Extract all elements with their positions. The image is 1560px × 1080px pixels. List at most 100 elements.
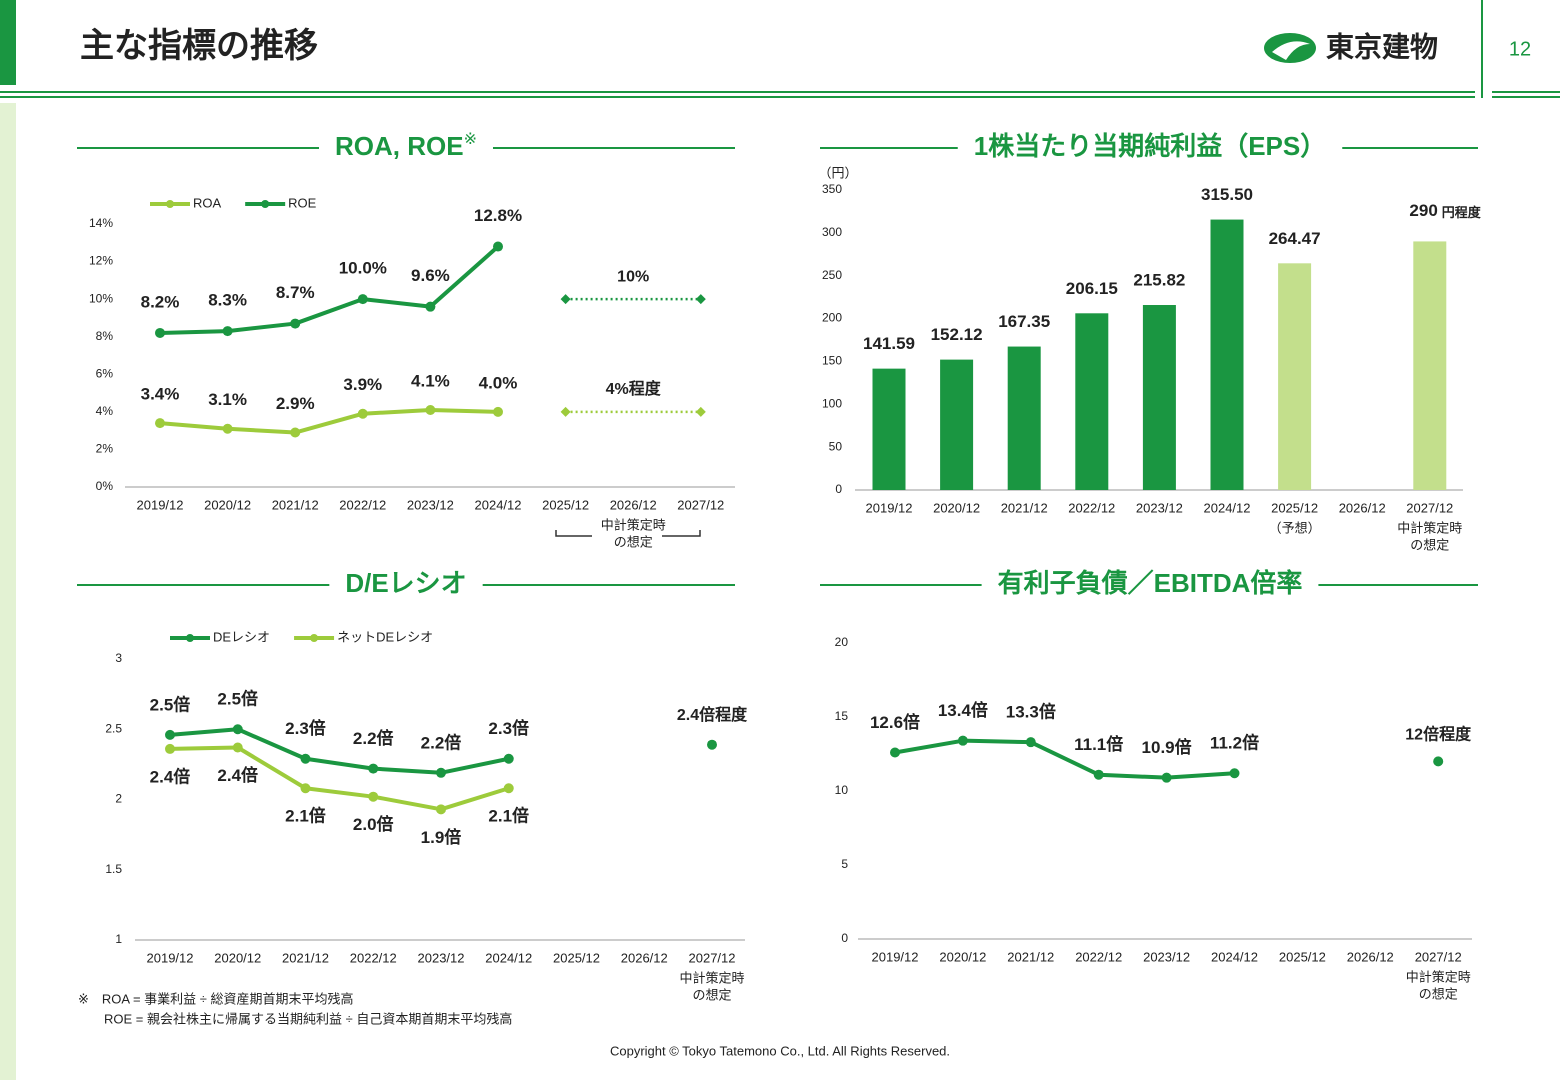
value-label: 2.1倍 xyxy=(488,806,529,826)
x-tick-label: 2019/12 xyxy=(137,497,184,512)
target-point xyxy=(1433,756,1444,767)
point xyxy=(232,742,243,753)
value-label: 13.3倍 xyxy=(1006,702,1056,722)
target-point xyxy=(695,294,706,305)
y-tick-label: 200 xyxy=(822,311,842,325)
category-note: の想定 xyxy=(692,987,731,1002)
y-tick-label: 2.5 xyxy=(105,721,122,735)
legend-label: ネットDEレシオ xyxy=(337,629,433,644)
x-tick-label: 2025/12 xyxy=(553,950,600,965)
point xyxy=(300,783,311,794)
value-note: 円程度 xyxy=(1442,205,1482,220)
x-tick-label: 2020/12 xyxy=(214,950,261,965)
note-bracket xyxy=(555,530,701,537)
y-tick-label: 0% xyxy=(96,479,114,493)
x-tick-label: 2027/12 xyxy=(677,497,724,512)
x-tick-label: 2020/12 xyxy=(939,949,986,964)
section-title: 1株当たり当期純利益（EPS） xyxy=(974,131,1327,161)
title-bg xyxy=(957,132,1343,164)
logo-text: 東京建物 xyxy=(1326,30,1438,62)
value-label: 290 xyxy=(1409,201,1437,220)
value-label: 206.15 xyxy=(1066,279,1118,298)
y-tick-label: 15 xyxy=(835,709,849,723)
y-tick-label: 10 xyxy=(835,783,849,797)
y-tick-label: 0 xyxy=(841,931,848,945)
y-tick-label: 150 xyxy=(822,354,842,368)
x-tick-label: 2025/12 xyxy=(1271,500,1318,515)
value-label: 2.3倍 xyxy=(285,718,326,738)
y-tick-label: 4% xyxy=(96,404,114,418)
value-label: 13.4倍 xyxy=(938,700,988,720)
value-label: 11.1倍 xyxy=(1074,734,1123,754)
x-tick-label: 2023/12 xyxy=(407,497,454,512)
value-label: 167.35 xyxy=(998,312,1050,331)
category-note: の想定 xyxy=(614,534,653,549)
category-note: 中計策定時 xyxy=(601,517,666,532)
value-label: 2.5倍 xyxy=(150,694,191,714)
x-tick-label: 2019/12 xyxy=(147,950,194,965)
point xyxy=(222,423,233,434)
title-bg xyxy=(329,569,483,601)
point xyxy=(503,783,514,794)
side-strip xyxy=(0,103,16,1080)
legend-label: ROE xyxy=(288,195,317,210)
x-tick-label: 2025/12 xyxy=(1279,949,1326,964)
target-label: 4%程度 xyxy=(606,379,662,398)
header-bar xyxy=(0,0,16,85)
category-note: の想定 xyxy=(1410,537,1449,552)
x-tick-label: 2026/12 xyxy=(1347,949,1394,964)
value-label: 2.5倍 xyxy=(217,689,258,709)
point xyxy=(155,418,165,429)
y-tick-label: 100 xyxy=(822,396,842,410)
category-note: の想定 xyxy=(1419,986,1458,1001)
target-label: 10% xyxy=(617,268,649,285)
x-tick-label: 2021/12 xyxy=(282,950,329,965)
value-label: 10.0% xyxy=(339,259,387,278)
value-label: 8.7% xyxy=(276,283,315,302)
point xyxy=(155,327,165,338)
point xyxy=(290,318,301,329)
x-tick-label: 2026/12 xyxy=(621,950,668,965)
x-tick-label: 2025/12 xyxy=(542,497,589,512)
category-note: （予想） xyxy=(1269,520,1321,535)
bar xyxy=(1142,305,1176,490)
point xyxy=(493,406,503,417)
point xyxy=(368,791,379,802)
value-label: 11.2倍 xyxy=(1210,733,1259,753)
point xyxy=(357,408,368,419)
point xyxy=(290,427,301,438)
x-tick-label: 2022/12 xyxy=(1068,500,1115,515)
series-line xyxy=(169,745,510,812)
point xyxy=(165,729,175,740)
point xyxy=(503,753,514,764)
x-tick-label: 2019/12 xyxy=(872,949,919,964)
footnote: ROE = 親会社株主に帰属する当期純利益 ÷ 自己資本期首期末平均残高 xyxy=(104,1011,512,1026)
value-label: 8.3% xyxy=(208,291,247,310)
legend-dot xyxy=(186,634,194,642)
point xyxy=(436,804,446,815)
value-label: 3.1% xyxy=(208,390,247,409)
value-label: 264.47 xyxy=(1269,229,1321,248)
y-tick-label: 5 xyxy=(841,857,848,871)
y-tick-label: 14% xyxy=(89,216,113,230)
x-tick-label: 2024/12 xyxy=(1204,500,1251,515)
bar xyxy=(872,368,906,490)
title-bg xyxy=(319,132,493,164)
value-label: 4.1% xyxy=(411,371,450,390)
value-label: 3.4% xyxy=(141,385,180,404)
y-tick-label: 250 xyxy=(822,268,842,282)
value-label: 2.4倍 xyxy=(217,765,258,785)
target-point xyxy=(560,294,571,305)
point xyxy=(165,743,175,754)
x-tick-label: 2024/12 xyxy=(485,950,532,965)
value-label: 12.8% xyxy=(474,206,522,225)
x-tick-label: 2026/12 xyxy=(1339,500,1386,515)
title-bg xyxy=(981,569,1319,601)
point xyxy=(222,326,233,337)
y-tick-label: 3 xyxy=(115,651,122,665)
y-tick-label: 12% xyxy=(89,254,113,268)
value-label: 141.59 xyxy=(863,334,915,353)
value-label: 4.0% xyxy=(479,373,518,392)
target-point xyxy=(695,406,706,417)
value-label: 10.9倍 xyxy=(1142,737,1192,757)
